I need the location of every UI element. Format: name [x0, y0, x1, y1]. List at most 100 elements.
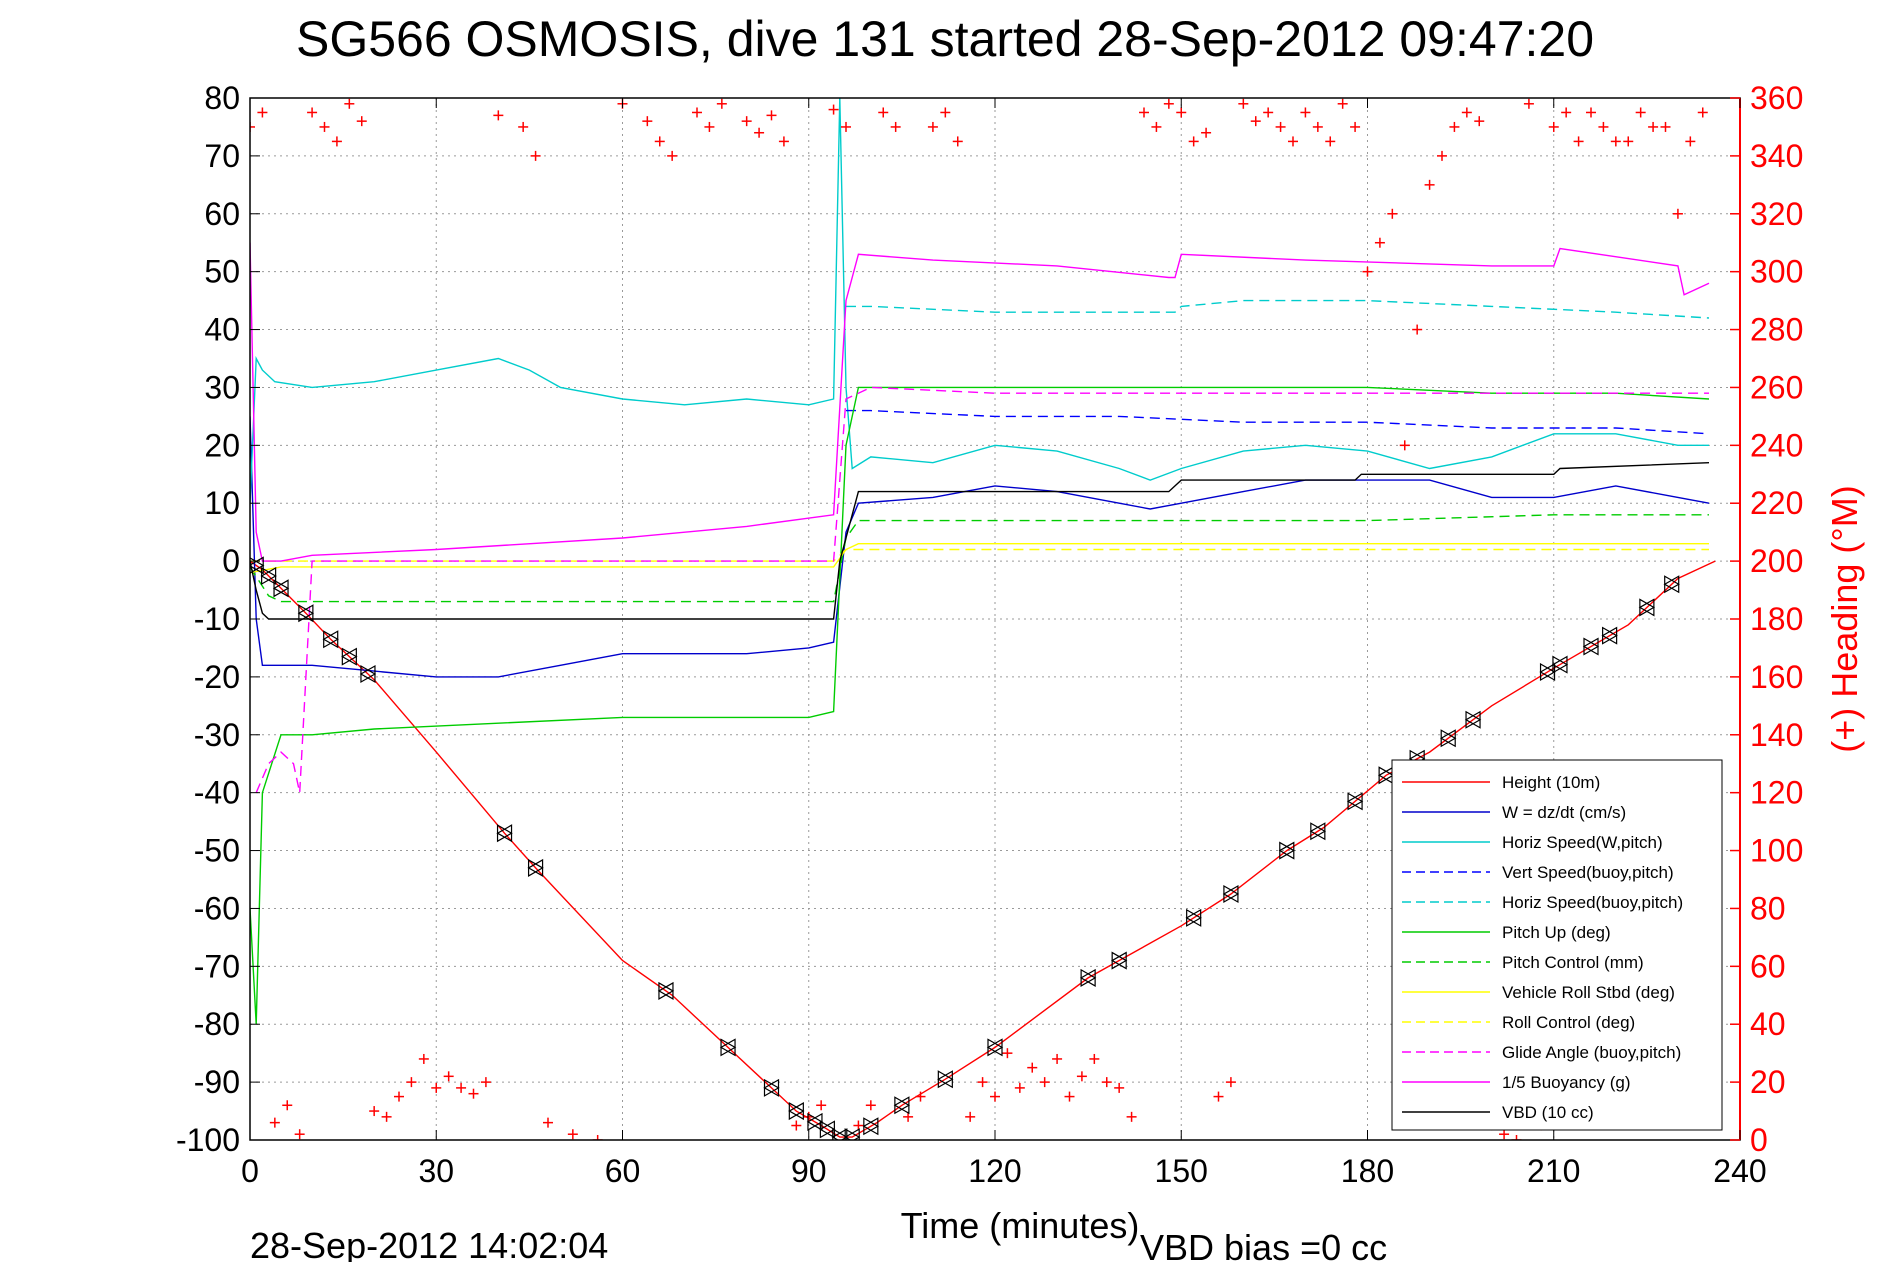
vbd-marker: [657, 981, 675, 1000]
heading-point: [1660, 121, 1671, 132]
heading-point: [1076, 1071, 1087, 1082]
heading-point: [269, 1117, 280, 1128]
vbd-marker: [1582, 637, 1600, 656]
heading-point: [865, 1100, 876, 1111]
x-tick-label: 30: [418, 1153, 454, 1189]
heading-point: [754, 127, 765, 138]
heading-point: [1635, 107, 1646, 118]
heading-point: [282, 1100, 293, 1111]
y-tick-label: 50: [204, 254, 240, 290]
y-right-tick-label: 260: [1750, 369, 1803, 405]
heading-point: [1449, 121, 1460, 132]
heading-point: [1300, 107, 1311, 118]
y-right-tick-label: 300: [1750, 254, 1803, 290]
y-tick-label: 0: [222, 543, 240, 579]
heading-point: [816, 1100, 827, 1111]
y-right-tick-label: 360: [1750, 80, 1803, 116]
vbd-marker: [1464, 710, 1482, 729]
y-right-tick-label: 160: [1750, 659, 1803, 695]
heading-point: [294, 1129, 305, 1140]
heading-point: [766, 110, 777, 121]
heading-point: [1213, 1091, 1224, 1102]
vbd-marker: [1309, 822, 1327, 841]
y-right-tick-label: 80: [1750, 890, 1786, 926]
heading-point: [443, 1071, 454, 1082]
heading-point: [791, 1120, 802, 1131]
heading-point: [1089, 1053, 1100, 1064]
heading-point: [940, 107, 951, 118]
heading-point: [1027, 1062, 1038, 1073]
heading-point: [1288, 136, 1298, 147]
heading-point: [1648, 121, 1659, 132]
x-tick-label: 0: [241, 1153, 259, 1189]
heading-point: [344, 98, 355, 109]
vbd-marker: [937, 1070, 954, 1089]
heading-point: [977, 1077, 988, 1088]
heading-point: [1474, 116, 1485, 127]
x-axis-ticks: 0 30 60 90 120 150 180 210 240: [241, 98, 1767, 1189]
heading-point: [952, 136, 963, 147]
heading-point: [1250, 116, 1261, 127]
y-tick-label: -10: [194, 601, 240, 637]
heading-point: [1350, 121, 1361, 132]
y-right-tick-label: 340: [1750, 138, 1803, 174]
y-right-tick-label: 60: [1750, 948, 1786, 984]
series-line-11: [250, 462, 1710, 620]
heading-point: [1014, 1082, 1025, 1093]
heading-point: [431, 1082, 442, 1093]
series-line-4: [846, 299, 1710, 319]
heading-point: [915, 1091, 926, 1102]
heading-point: [456, 1082, 467, 1093]
heading-point: [1176, 107, 1187, 118]
heading-point: [307, 107, 318, 118]
x-tick-label: 120: [968, 1153, 1021, 1189]
heading-point: [878, 107, 889, 118]
y-tick-label: 60: [204, 196, 240, 232]
vbd-marker: [1551, 655, 1569, 674]
heading-point: [1374, 237, 1385, 248]
heading-point: [406, 1077, 417, 1088]
vbd-marker: [843, 1128, 861, 1140]
legend-label: VBD (10 cc): [1502, 1103, 1594, 1122]
heading-point: [1685, 136, 1696, 147]
heading-point: [1573, 136, 1584, 147]
legend-label: Vert Speed(buoy,pitch): [1502, 863, 1674, 882]
heading-point: [853, 1120, 864, 1131]
y-right-tick-label: 180: [1750, 601, 1803, 637]
legend-label: Height (10m): [1502, 773, 1600, 792]
heading-point: [741, 116, 752, 127]
vbd-marker-layer: [250, 556, 1680, 1140]
y-right-tick-label: 240: [1750, 427, 1803, 463]
vbd-marker: [496, 824, 513, 843]
y-right-tick-label: 140: [1750, 717, 1803, 753]
vbd-marker: [831, 1128, 849, 1140]
heading-point: [1548, 121, 1559, 132]
heading-point: [1312, 121, 1323, 132]
vbd-marker: [322, 630, 339, 649]
vbd-marker: [341, 647, 358, 666]
x-tick-label: 90: [791, 1153, 827, 1189]
heading-point: [1437, 150, 1447, 161]
legend-label: Roll Control (deg): [1502, 1013, 1635, 1032]
heading-point: [592, 1135, 603, 1140]
chart-title: SG566 OSMOSIS, dive 131 started 28-Sep-2…: [296, 11, 1594, 67]
y-right-tick-label: 220: [1750, 485, 1803, 521]
heading-point: [1561, 107, 1572, 118]
heading-point: [381, 1111, 392, 1122]
heading-point: [1263, 107, 1274, 118]
y-tick-label: -100: [176, 1122, 240, 1158]
heading-point: [1672, 208, 1683, 219]
legend-label: Horiz Speed(buoy,pitch): [1502, 893, 1683, 912]
y-tick-label: 80: [204, 80, 240, 116]
heading-point: [468, 1088, 479, 1099]
series-line-1: [250, 416, 1710, 678]
vbd-marker: [862, 1117, 880, 1136]
heading-point: [1499, 1129, 1510, 1140]
heading-point: [1225, 1077, 1236, 1088]
heading-point: [903, 1111, 914, 1122]
heading-point: [1362, 266, 1373, 277]
y-right-tick-label: 200: [1750, 543, 1803, 579]
y-tick-label: -20: [194, 659, 240, 695]
heading-point: [1523, 98, 1534, 109]
